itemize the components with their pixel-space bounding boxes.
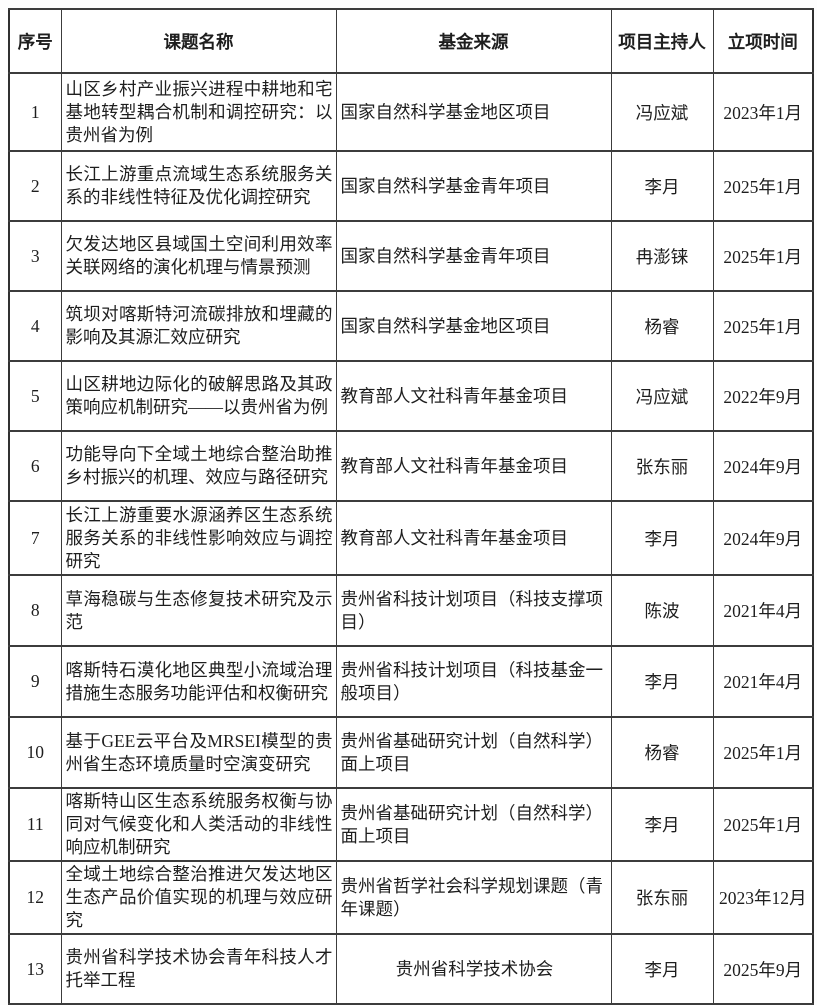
approval-date-cell: 2025年9月 — [712, 933, 814, 1005]
fund-source-cell: 教育部人文社科青年基金项目 — [335, 500, 612, 576]
table-row: 13 贵州省科学技术协会青年科技人才托举工程 贵州省科学技术协会 李月 2025… — [8, 933, 814, 1005]
project-title-cell: 全域土地综合整治推进欠发达地区生态产品价值实现的机理与效应研究 — [60, 860, 337, 935]
project-title-cell: 喀斯特山区生态系统服务权衡与协同对气候变化和人类活动的非线性响应机制研究 — [60, 787, 337, 862]
header-fund-source: 基金来源 — [335, 8, 612, 74]
serial-number-cell: 4 — [8, 290, 62, 362]
approval-date-cell: 2025年1月 — [712, 290, 814, 362]
project-leader-cell: 李月 — [610, 500, 714, 576]
project-title-cell: 基于GEE云平台及MRSEI模型的贵州省生态环境质量时空演变研究 — [60, 716, 337, 789]
project-title-cell: 山区耕地边际化的破解思路及其政策响应机制研究——以贵州省为例 — [60, 360, 337, 432]
table-row: 8 草海稳碳与生态修复技术研究及示范 贵州省科技计划项目（科技支撑项目） 陈波 … — [8, 574, 814, 647]
approval-date-cell: 2022年9月 — [712, 360, 814, 432]
approval-date-cell: 2024年9月 — [712, 500, 814, 576]
project-leader-cell: 杨睿 — [610, 290, 714, 362]
serial-number-cell: 5 — [8, 360, 62, 432]
fund-source-cell: 贵州省科学技术协会 — [335, 933, 612, 1005]
project-title-cell: 欠发达地区县域国土空间利用效率关联网络的演化机理与情景预测 — [60, 220, 337, 292]
fund-source-cell: 贵州省基础研究计划（自然科学）面上项目 — [335, 787, 612, 862]
fund-source-cell: 国家自然科学基金青年项目 — [335, 220, 612, 292]
approval-date-cell: 2021年4月 — [712, 645, 814, 718]
project-leader-cell: 张东丽 — [610, 430, 714, 502]
approval-date-cell: 2025年1月 — [712, 787, 814, 862]
project-title-cell: 草海稳碳与生态修复技术研究及示范 — [60, 574, 337, 647]
serial-number-cell: 2 — [8, 150, 62, 222]
approval-date-cell: 2023年1月 — [712, 72, 814, 152]
projects-table: 序号 课题名称 基金来源 项目主持人 立项时间 1 山区乡村产业振兴进程中耕地和… — [8, 8, 814, 1005]
serial-number-cell: 13 — [8, 933, 62, 1005]
table-row: 7 长江上游重要水源涵养区生态系统服务关系的非线性影响效应与调控研究 教育部人文… — [8, 500, 814, 576]
project-leader-cell: 李月 — [610, 645, 714, 718]
table-row: 4 筑坝对喀斯特河流碳排放和埋藏的影响及其源汇效应研究 国家自然科学基金地区项目… — [8, 290, 814, 362]
fund-source-cell: 贵州省科技计划项目（科技基金一般项目） — [335, 645, 612, 718]
serial-number-cell: 3 — [8, 220, 62, 292]
serial-number-cell: 6 — [8, 430, 62, 502]
fund-source-cell: 国家自然科学基金青年项目 — [335, 150, 612, 222]
project-title-cell: 筑坝对喀斯特河流碳排放和埋藏的影响及其源汇效应研究 — [60, 290, 337, 362]
approval-date-cell: 2021年4月 — [712, 574, 814, 647]
header-project-leader: 项目主持人 — [610, 8, 714, 74]
approval-date-cell: 2025年1月 — [712, 220, 814, 292]
document-sheet: 序号 课题名称 基金来源 项目主持人 立项时间 1 山区乡村产业振兴进程中耕地和… — [8, 8, 814, 1005]
serial-number-cell: 1 — [8, 72, 62, 152]
table-row: 5 山区耕地边际化的破解思路及其政策响应机制研究——以贵州省为例 教育部人文社科… — [8, 360, 814, 432]
project-title-cell: 贵州省科学技术协会青年科技人才托举工程 — [60, 933, 337, 1005]
table-row: 12 全域土地综合整治推进欠发达地区生态产品价值实现的机理与效应研究 贵州省哲学… — [8, 860, 814, 935]
header-serial-number: 序号 — [8, 8, 62, 74]
table-row: 11 喀斯特山区生态系统服务权衡与协同对气候变化和人类活动的非线性响应机制研究 … — [8, 787, 814, 862]
project-leader-cell: 陈波 — [610, 574, 714, 647]
serial-number-cell: 11 — [8, 787, 62, 862]
approval-date-cell: 2025年1月 — [712, 150, 814, 222]
serial-number-cell: 12 — [8, 860, 62, 935]
project-title-cell: 长江上游重点流域生态系统服务关系的非线性特征及优化调控研究 — [60, 150, 337, 222]
approval-date-cell: 2025年1月 — [712, 716, 814, 789]
fund-source-cell: 国家自然科学基金地区项目 — [335, 72, 612, 152]
project-leader-cell: 李月 — [610, 787, 714, 862]
project-leader-cell: 李月 — [610, 150, 714, 222]
project-title-cell: 功能导向下全域土地综合整治助推乡村振兴的机理、效应与路径研究 — [60, 430, 337, 502]
fund-source-cell: 贵州省科技计划项目（科技支撑项目） — [335, 574, 612, 647]
serial-number-cell: 9 — [8, 645, 62, 718]
project-leader-cell: 冯应斌 — [610, 360, 714, 432]
table-header-row: 序号 课题名称 基金来源 项目主持人 立项时间 — [8, 8, 814, 74]
table-row: 2 长江上游重点流域生态系统服务关系的非线性特征及优化调控研究 国家自然科学基金… — [8, 150, 814, 222]
project-title-cell: 长江上游重要水源涵养区生态系统服务关系的非线性影响效应与调控研究 — [60, 500, 337, 576]
fund-source-cell: 教育部人文社科青年基金项目 — [335, 430, 612, 502]
table-row: 3 欠发达地区县域国土空间利用效率关联网络的演化机理与情景预测 国家自然科学基金… — [8, 220, 814, 292]
serial-number-cell: 10 — [8, 716, 62, 789]
serial-number-cell: 8 — [8, 574, 62, 647]
project-leader-cell: 李月 — [610, 933, 714, 1005]
table-row: 10 基于GEE云平台及MRSEI模型的贵州省生态环境质量时空演变研究 贵州省基… — [8, 716, 814, 789]
approval-date-cell: 2023年12月 — [712, 860, 814, 935]
serial-number-cell: 7 — [8, 500, 62, 576]
table-row: 9 喀斯特石漠化地区典型小流域治理措施生态服务功能评估和权衡研究 贵州省科技计划… — [8, 645, 814, 718]
project-leader-cell: 冉澎铼 — [610, 220, 714, 292]
fund-source-cell: 国家自然科学基金地区项目 — [335, 290, 612, 362]
project-title-cell: 山区乡村产业振兴进程中耕地和宅基地转型耦合机制和调控研究：以贵州省为例 — [60, 72, 337, 152]
project-leader-cell: 冯应斌 — [610, 72, 714, 152]
approval-date-cell: 2024年9月 — [712, 430, 814, 502]
header-approval-date: 立项时间 — [712, 8, 814, 74]
table-row: 6 功能导向下全域土地综合整治助推乡村振兴的机理、效应与路径研究 教育部人文社科… — [8, 430, 814, 502]
header-project-title: 课题名称 — [60, 8, 337, 74]
project-leader-cell: 杨睿 — [610, 716, 714, 789]
fund-source-cell: 教育部人文社科青年基金项目 — [335, 360, 612, 432]
project-leader-cell: 张东丽 — [610, 860, 714, 935]
fund-source-cell: 贵州省基础研究计划（自然科学）面上项目 — [335, 716, 612, 789]
project-title-cell: 喀斯特石漠化地区典型小流域治理措施生态服务功能评估和权衡研究 — [60, 645, 337, 718]
table-row: 1 山区乡村产业振兴进程中耕地和宅基地转型耦合机制和调控研究：以贵州省为例 国家… — [8, 72, 814, 152]
fund-source-cell: 贵州省哲学社会科学规划课题（青年课题） — [335, 860, 612, 935]
